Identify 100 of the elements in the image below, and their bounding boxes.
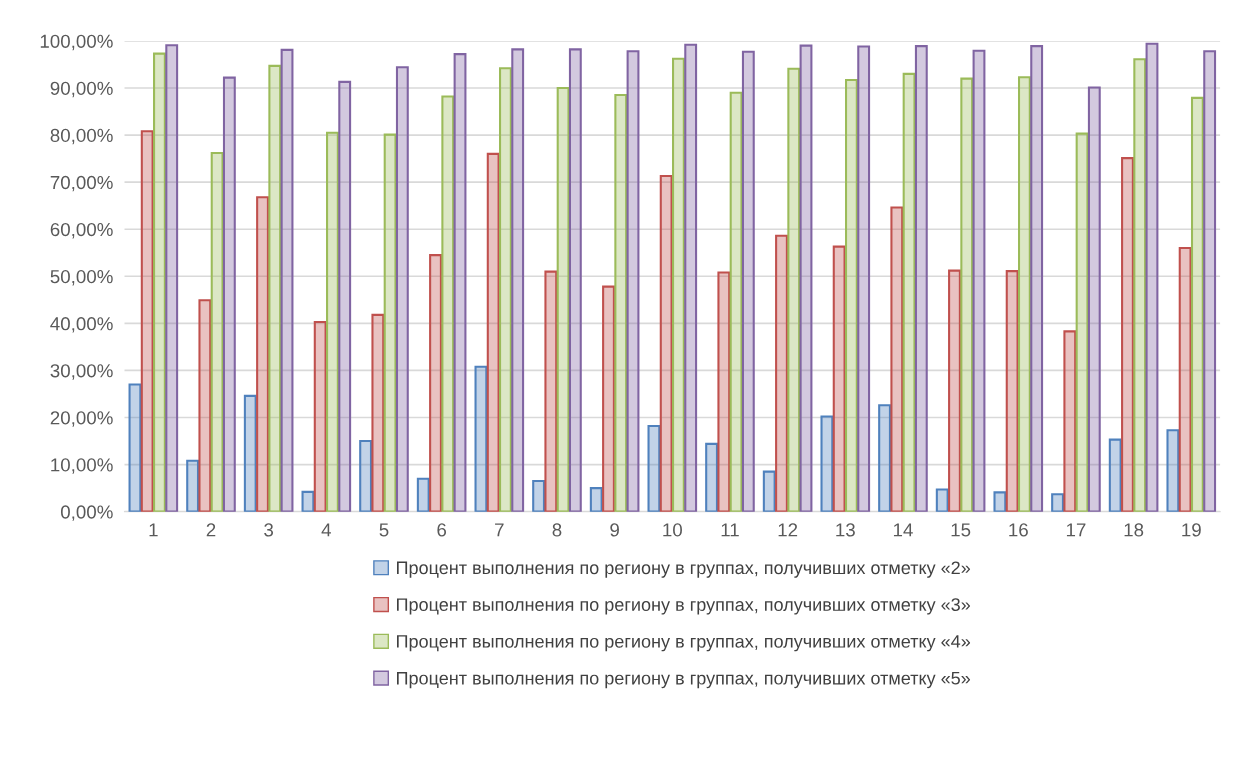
bar: [313, 320, 327, 512]
bar: [1121, 157, 1134, 512]
bar: [1030, 45, 1044, 512]
bar: [416, 477, 430, 512]
bar: [602, 285, 615, 512]
bar: [787, 67, 801, 512]
bar: [799, 44, 813, 512]
x-tick-label: 19: [1182, 523, 1201, 537]
bar: [1145, 42, 1159, 512]
bar: [914, 45, 928, 512]
bar: [775, 234, 788, 512]
x-tick-label: 15: [951, 523, 971, 537]
bar: [705, 442, 719, 512]
x-tick-label: 9: [610, 523, 619, 537]
bar: [186, 459, 200, 512]
y-tick-label: 30,00%: [50, 364, 113, 380]
y-tick-label: 60,00%: [50, 222, 113, 239]
bar: [210, 151, 224, 512]
x-tick-label: 16: [1009, 523, 1028, 537]
bar: [1108, 438, 1122, 512]
bar: [511, 48, 525, 512]
bar: [890, 206, 904, 512]
bar: [165, 44, 179, 512]
bar: [371, 313, 385, 512]
bar: [453, 53, 467, 512]
bar: [441, 95, 455, 512]
bar: [1087, 86, 1101, 512]
bar: [474, 365, 488, 512]
x-tick-label: 17: [1066, 523, 1086, 537]
bar: [1178, 247, 1192, 512]
y-tick-label: 20,00%: [50, 411, 113, 427]
x-tick-label: 14: [893, 523, 913, 537]
bar: [222, 76, 236, 512]
x-tick-label: 5: [379, 523, 389, 537]
bar: [948, 269, 961, 512]
bar: [1017, 76, 1031, 512]
legend-label: Процент выполнения по региону в группах, получивших отметку «2»: [397, 561, 971, 578]
bar: [1075, 132, 1089, 512]
x-tick-label: 10: [663, 523, 682, 537]
bar: [1203, 50, 1217, 512]
bar: [280, 48, 294, 512]
y-tick-label: 40,00%: [50, 317, 113, 333]
bar: [544, 270, 558, 512]
y-tick-label: 80,00%: [50, 128, 113, 145]
bar: [338, 80, 352, 512]
bar: [499, 67, 512, 512]
x-tick-label: 13: [836, 523, 855, 537]
x-tick-label: 3: [264, 523, 274, 537]
bar: [326, 131, 339, 512]
x-tick-label: 11: [721, 523, 739, 537]
bar: [268, 64, 282, 512]
bar: [993, 491, 1007, 512]
y-tick-label: 70,00%: [50, 175, 113, 192]
x-tick-label: 2: [206, 523, 216, 537]
bar: [614, 94, 628, 512]
bar: [1190, 96, 1204, 512]
bar: [486, 152, 500, 512]
bar: [383, 133, 397, 512]
x-tick-label: 4: [321, 523, 331, 537]
bar: [935, 488, 949, 512]
bar: [857, 45, 871, 512]
bar: [762, 470, 776, 512]
bar: [1166, 429, 1180, 512]
x-tick-label: 12: [778, 523, 798, 537]
bar: [568, 48, 582, 512]
bar: [672, 57, 685, 512]
x-tick-label: 7: [495, 523, 504, 537]
bar: [902, 72, 916, 512]
bar: [741, 50, 755, 512]
bar: [820, 415, 834, 512]
y-tick-label: 90,00%: [50, 81, 113, 98]
bar: [1063, 330, 1077, 512]
bar: [626, 50, 640, 512]
bar: [359, 440, 373, 512]
y-tick-label: 10,00%: [51, 458, 113, 474]
y-tick-label: 100,00%: [40, 34, 113, 51]
bar: [589, 487, 603, 512]
bar: [878, 404, 891, 512]
y-tick-label: 50,00%: [50, 269, 113, 286]
bar: [729, 91, 743, 512]
bar: [198, 299, 212, 512]
x-tick-label: 1: [149, 523, 158, 537]
x-tick-label: 8: [552, 523, 562, 537]
x-tick-label: 18: [1124, 523, 1144, 537]
bar: [153, 52, 166, 512]
bar: [140, 130, 154, 512]
legend-label: Процент выполнения по региону в группах, получивших отметку «4»: [397, 635, 971, 652]
legend-label: Процент выполнения по региону в группах, получивших отметку «5»: [397, 671, 971, 689]
bar: [717, 271, 731, 512]
bar: [556, 86, 570, 512]
bar: [647, 424, 661, 512]
bar: [832, 245, 846, 512]
bar: [532, 480, 546, 512]
bar: [243, 394, 257, 512]
x-tick-label: 6: [437, 523, 447, 537]
bar: [972, 49, 986, 512]
bar: [1005, 270, 1019, 512]
bar: [1133, 58, 1147, 512]
bar: [256, 196, 269, 512]
bar: [844, 78, 858, 512]
